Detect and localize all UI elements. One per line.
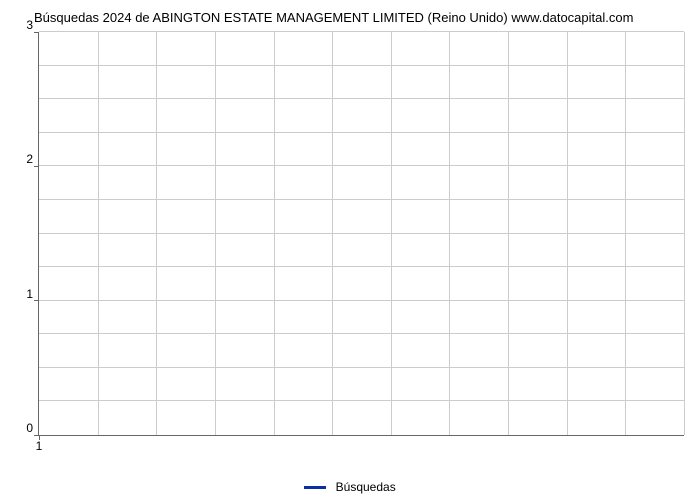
plot-area: 01231 — [38, 32, 684, 436]
y-tick-label: 2 — [19, 152, 33, 166]
grid-line-vertical — [449, 32, 450, 435]
grid-line-vertical — [684, 32, 685, 435]
chart-title: Búsquedas 2024 de ABINGTON ESTATE MANAGE… — [30, 10, 690, 27]
x-tick-label: 1 — [36, 439, 43, 453]
y-tick-mark — [34, 166, 39, 167]
grid-line-horizontal — [39, 31, 684, 32]
grid-line-vertical — [567, 32, 568, 435]
y-tick-mark — [34, 32, 39, 33]
chart-container: Búsquedas 2024 de ABINGTON ESTATE MANAGE… — [30, 10, 690, 460]
grid-line-vertical — [98, 32, 99, 435]
grid-line-horizontal-minor — [39, 132, 684, 133]
grid-line-vertical — [508, 32, 509, 435]
grid-line-horizontal-minor — [39, 333, 684, 334]
grid-line-vertical — [625, 32, 626, 435]
y-tick-mark — [34, 300, 39, 301]
grid-line-horizontal-minor — [39, 400, 684, 401]
grid-line-vertical — [156, 32, 157, 435]
grid-line-horizontal-minor — [39, 199, 684, 200]
y-tick-label: 3 — [19, 18, 33, 32]
grid-line-vertical — [274, 32, 275, 435]
grid-line-horizontal-minor — [39, 233, 684, 234]
grid-line-vertical — [391, 32, 392, 435]
grid-line-horizontal-minor — [39, 98, 684, 99]
y-tick-label: 1 — [19, 287, 33, 301]
grid-line-vertical — [215, 32, 216, 435]
legend-label: Búsquedas — [336, 480, 396, 494]
grid-line-horizontal — [39, 165, 684, 166]
grid-line-horizontal — [39, 300, 684, 301]
legend: Búsquedas — [0, 479, 700, 494]
legend-swatch — [304, 486, 326, 489]
grid-line-vertical — [332, 32, 333, 435]
y-tick-label: 0 — [19, 421, 33, 435]
grid-line-horizontal-minor — [39, 266, 684, 267]
grid-line-horizontal-minor — [39, 65, 684, 66]
grid-line-horizontal-minor — [39, 367, 684, 368]
